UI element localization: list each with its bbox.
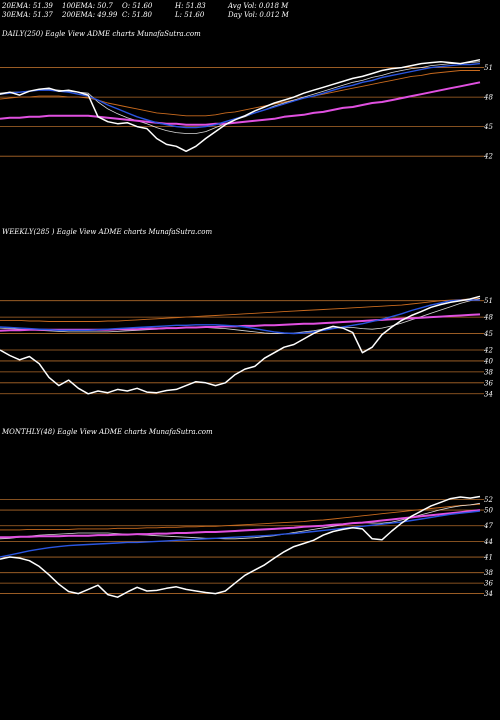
monthly-tick-label: 50: [484, 507, 493, 515]
weekly-price-line: [0, 295, 481, 395]
weekly-tick-label: 42: [483, 346, 493, 354]
weekly-tick-label: 34: [484, 390, 493, 398]
monthly-ema-orange-line: [0, 503, 481, 531]
high-label: H: 51.83: [175, 2, 206, 10]
weekly-tick-label: 48: [483, 314, 493, 322]
weekly-ema-short-line: [0, 298, 481, 334]
day-vol-label: Day Vol: 0.012 M: [228, 11, 289, 19]
daily-tick-label: 48: [483, 94, 493, 102]
ema30-label: 30EMA: 51.37: [2, 11, 53, 19]
weekly-panel-title: WEEKLY(285 ) Eagle View ADME charts Muna…: [2, 228, 213, 236]
weekly-tick-label: 36: [484, 379, 493, 387]
monthly-panel-title: MONTHLY(48) Eagle View ADME charts Munaf…: [2, 428, 213, 436]
monthly-tick-label: 44: [483, 538, 493, 546]
ema20-label: 20EMA: 51.39: [2, 2, 53, 10]
monthly-tick-label: 41: [483, 554, 493, 562]
monthly-tick-label: 38: [484, 569, 493, 577]
monthly-ema-blue-line: [0, 510, 481, 558]
daily-price-line: [0, 58, 481, 153]
ema200-label: 200EMA: 49.99: [62, 11, 118, 19]
low-label: L: 51.60: [175, 11, 205, 19]
daily-ema-magenta-line: [0, 81, 481, 126]
weekly-tick-label: 45: [483, 330, 493, 338]
ema100-label: 100EMA: 50.7: [62, 2, 113, 10]
monthly-ema-magenta-line: [0, 509, 481, 539]
monthly-tick-label: 47: [483, 522, 493, 530]
monthly-price-line: [0, 495, 481, 598]
daily-tick-label: 45: [483, 123, 493, 131]
weekly-tick-label: 38: [484, 368, 493, 376]
daily-tick-label: 51: [484, 64, 493, 72]
monthly-tick-label: 52: [484, 496, 493, 504]
open-label: O: 51.60: [122, 2, 153, 10]
weekly-tick-label: 51: [484, 297, 493, 305]
weekly-ema-blue-line: [0, 299, 480, 335]
daily-tick-label: 42: [483, 153, 493, 161]
weekly-tick-label: 40: [483, 357, 493, 365]
close-label: C: 51.80: [122, 11, 152, 19]
daily-panel-title: DAILY(250) Eagle View ADME charts Munafa…: [2, 30, 201, 38]
monthly-tick-label: 34: [484, 590, 493, 598]
monthly-ema-short-line: [0, 502, 481, 540]
daily-ema-orange-line: [0, 70, 480, 117]
monthly-tick-label: 36: [484, 580, 493, 588]
avg-vol-label: Avg Vol: 0.018 M: [228, 2, 289, 10]
weekly-ema-orange-line: [0, 298, 481, 322]
